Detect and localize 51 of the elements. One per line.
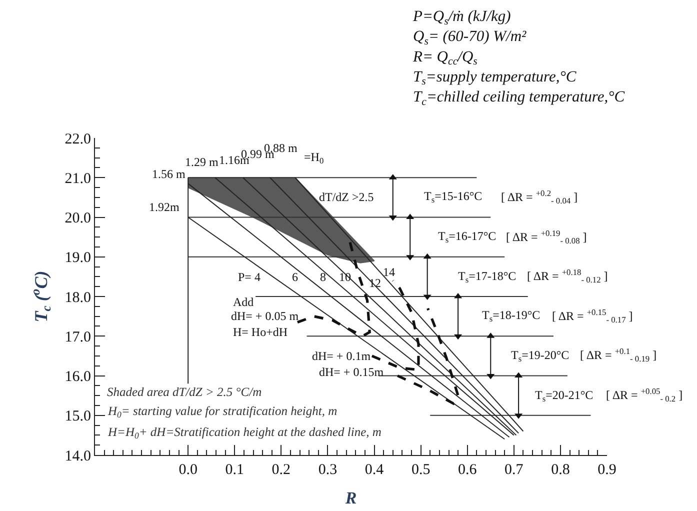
annotation: 10 [339, 270, 351, 284]
y-tick-label: 20.0 [64, 210, 91, 226]
annotation: T$_{s}$=16-17°C [438, 229, 496, 245]
annotation: H$_{0}$= starting value for stratification height, m [107, 404, 338, 420]
x-tick-label: 0.9 [598, 462, 616, 478]
annotation: 14 [383, 265, 395, 279]
y-tick-label: 14.0 [64, 448, 91, 464]
y-tick-label: 16.0 [64, 369, 91, 385]
y-tick-label: 19.0 [64, 250, 91, 266]
y-tick-label: 21.0 [64, 170, 91, 187]
x-tick-label: 0.4 [364, 462, 384, 478]
x-tick-label: 0.6 [458, 462, 478, 478]
annotation: dH= + 0.05 m [231, 309, 300, 323]
annotation: [ ΔR = $^{+0.1}$$_{- 0.19}$ ] [580, 347, 657, 364]
annotation: Add [233, 295, 254, 309]
y-tick-label: 17.0 [64, 329, 91, 346]
annotation: 1.92m [149, 200, 180, 214]
x-tick-label: 0.3 [318, 462, 338, 478]
x-tick-label: 0.8 [551, 462, 570, 478]
text: P=Q$_{s}$/ṁ (kJ/kg) Q$_{s}$= (60-70) W/m² R= Q$_{cc}$/Q$_{s}$ T$_{s}$=supply temperature,°C T$_{c}$=chilled ceiling temperature,°C [413, 8, 625, 108]
annotation: [ ΔR = $^{+0.05}$$_{- 0.2}$ ] [606, 387, 683, 404]
annotation: dT/dZ >2.5 [319, 190, 374, 204]
annotation: [ ΔR = $^{+0.15}$$_{- 0.17}$ ] [552, 308, 633, 325]
annotation: T$_{s}$=18-19°C [482, 308, 540, 324]
annotation: T$_{s}$=20-21°C [535, 388, 594, 404]
y-tick-label: 22.0 [64, 131, 91, 148]
annotation: 1.29 m [185, 155, 219, 169]
x-tick-label: 0.1 [225, 462, 244, 478]
x-tick-label: 0.7 [504, 462, 524, 478]
x-axis-title: R [344, 488, 357, 508]
annotation: 6 [292, 270, 298, 284]
annotation: [ ΔR = $^{+0.2}$$_{- 0.04}$ ] [501, 189, 578, 206]
x-tick-label: 0.0 [178, 462, 198, 478]
annotation: Shaded area dT/dZ > 2.5 °C/m [107, 385, 262, 399]
annotation: [ ΔR = $^{+0.19}$$_{- 0.08}$ ] [506, 229, 587, 246]
annotation: dH= + 0.1m [312, 349, 372, 363]
annotation: [ ΔR = $^{+0.18}$$_{- 0.12}$ ] [527, 268, 608, 285]
x-tick-label: 0.2 [272, 462, 291, 478]
annotation: 1.56 m [152, 167, 186, 181]
y-tick-label: 18.0 [64, 290, 91, 306]
x-tick-label: 0.5 [411, 462, 430, 478]
annotation: P= 4 [238, 270, 260, 284]
annotation: =H$_{0}$ [304, 150, 324, 166]
y-tick-label: 15.0 [64, 408, 91, 425]
annotation: 8 [320, 270, 326, 284]
annotation: dH= + 0.15m [319, 365, 384, 379]
annotation: T$_{s}$=17-18°C [458, 269, 516, 285]
annotation: T$_{s}$=19-20°C [511, 348, 570, 364]
annotation: T$_{s}$=15-16°C [424, 189, 482, 205]
annotation: H=H$_{0}$+ dH=Stratification height at the dashed line, m [107, 425, 382, 441]
annotation: H= Ho+dH [233, 325, 288, 339]
